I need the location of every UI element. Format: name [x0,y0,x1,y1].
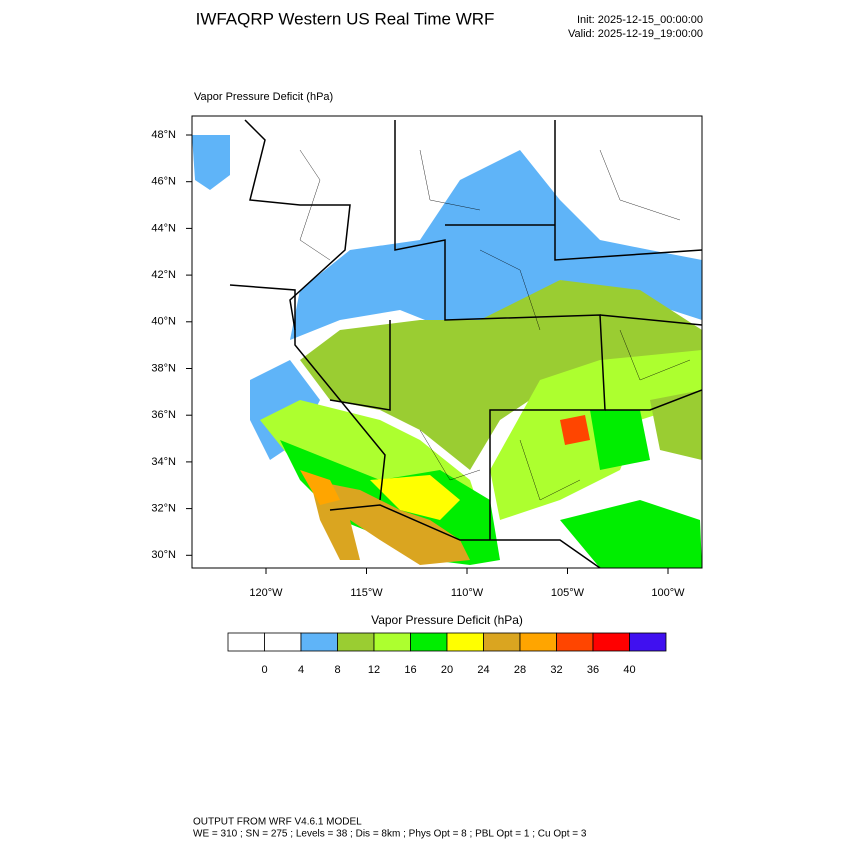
colorbar-label: 12 [368,664,380,676]
colorbar-title: Vapor Pressure Deficit (hPa) [371,613,523,627]
colorbar-box [483,632,521,652]
lat-labels: 48°N 46°N 44°N 42°N 40°N 38°N 36°N 34°N 32°N 30°N [151,129,192,561]
colorbar-box [446,632,484,652]
lat-label: 36°N [151,409,176,421]
colorbar: 0 4 8 12 16 20 24 28 32 36 40 [227,632,667,676]
colorbar-box [519,632,557,652]
colorbar-label: 28 [514,664,526,676]
lat-label: 42°N [151,269,176,281]
colorbar-box [556,632,594,652]
lat-label: 48°N [151,129,176,141]
colorbar-box [264,632,302,652]
colorbar-box [629,632,667,652]
map-frame [191,115,703,569]
lat-label: 46°N [151,176,176,188]
colorbar-box [592,632,630,652]
lat-label: 32°N [151,503,176,515]
init-time: Init: 2025-12-15_00:00:00 [577,14,703,26]
colorbar-box [227,632,265,652]
colorbar-box [300,632,338,652]
lat-label: 34°N [151,456,176,468]
lat-label: 30°N [151,549,176,561]
colorbar-box [373,632,411,652]
colorbar-label: 16 [404,664,416,676]
colorbar-label: 8 [334,664,340,676]
colorbar-label: 24 [477,664,489,676]
lat-label: 44°N [151,222,176,234]
valid-time: Valid: 2025-12-19_19:00:00 [568,28,703,40]
lon-label: 100°W [651,587,685,599]
colorbar-label: 40 [623,664,635,676]
lon-labels: 120°W 115°W 110°W 105°W 100°W [249,568,685,599]
field-label: Vapor Pressure Deficit (hPa) [194,91,333,103]
lon-label: 115°W [350,587,383,599]
footer-line: WE = 310 ; SN = 275 ; Levels = 38 ; Dis … [193,829,587,840]
title: IWFAQRP Western US Real Time WRF [196,9,495,28]
lon-label: 110°W [451,587,484,599]
lat-label: 38°N [151,362,176,374]
colorbar-box [337,632,375,652]
footer-line: OUTPUT FROM WRF V4.6.1 MODEL [193,817,362,828]
colorbar-label: 36 [587,664,599,676]
lon-label: 105°W [551,587,585,599]
lat-label: 40°N [151,316,176,328]
map-field [192,116,702,568]
lon-label: 120°W [249,587,283,599]
colorbar-box [410,632,448,652]
colorbar-label: 32 [550,664,562,676]
colorbar-label: 4 [298,664,304,676]
colorbar-label: 20 [441,664,453,676]
colorbar-label: 0 [261,664,267,676]
